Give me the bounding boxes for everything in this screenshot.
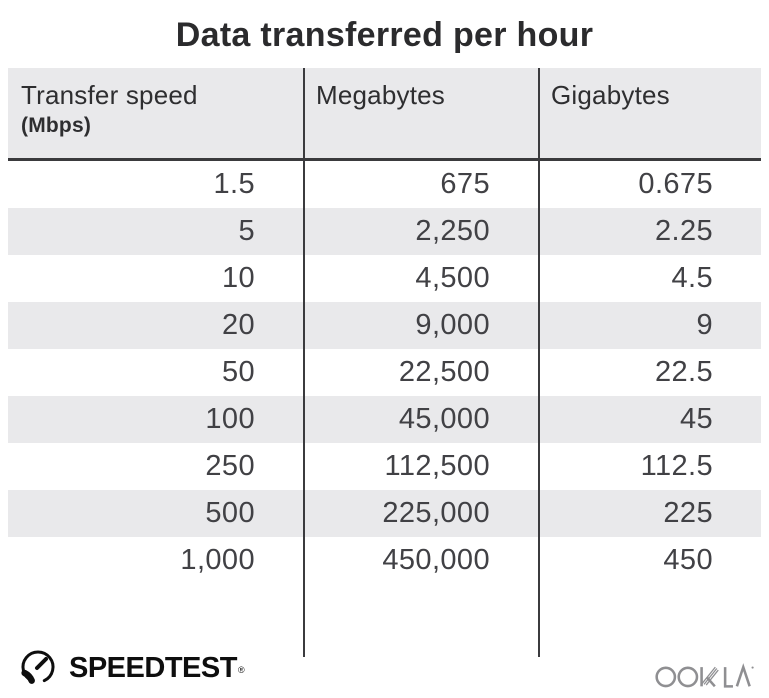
- cell-transfer-speed: 5: [238, 215, 255, 247]
- ookla-logo: [655, 656, 757, 695]
- cell-gigabytes: 45: [679, 403, 713, 435]
- cell-transfer-speed: 20: [221, 309, 255, 341]
- cell-megabytes: 45,000: [398, 403, 490, 435]
- column-header-megabytes: Megabytes: [303, 68, 538, 158]
- cell-transfer-speed: 100: [205, 403, 255, 435]
- column-divider-2: [538, 68, 540, 657]
- cell-transfer-speed: 250: [205, 450, 255, 482]
- table-body: 1.5 675 0.675 5 2,250 2.25 10 4,500 4.5 …: [8, 161, 761, 584]
- cell-megabytes: 450,000: [382, 544, 490, 576]
- table-row: 1,000 450,000 450: [8, 537, 761, 584]
- table-row: 10 4,500 4.5: [8, 255, 761, 302]
- cell-gigabytes: 450: [663, 544, 713, 576]
- cell-gigabytes: 2.25: [654, 215, 713, 247]
- cell-gigabytes: 0.675: [638, 168, 713, 200]
- cell-megabytes: 4,500: [415, 262, 490, 294]
- cell-megabytes: 675: [440, 168, 490, 200]
- column-header-label: Gigabytes: [551, 80, 670, 110]
- cell-transfer-speed: 1.5: [213, 168, 255, 200]
- speedtest-gauge-icon: [21, 650, 55, 684]
- cell-megabytes: 2,250: [415, 215, 490, 247]
- cell-megabytes: 112,500: [384, 450, 490, 482]
- cell-megabytes: 9,000: [415, 309, 490, 341]
- cell-megabytes: 22,500: [398, 356, 490, 388]
- cell-gigabytes: 4.5: [671, 262, 713, 294]
- table-row: 5 2,250 2.25: [8, 208, 761, 255]
- speedtest-wordmark: SPEEDTEST: [69, 651, 237, 684]
- cell-transfer-speed: 50: [221, 356, 255, 388]
- data-table: Transfer speed (Mbps) Megabytes Gigabyte…: [8, 68, 761, 657]
- table-row: 250 112,500 112.5: [8, 443, 761, 490]
- cell-transfer-speed: 1,000: [180, 544, 255, 576]
- column-header-unit: (Mbps): [21, 114, 92, 137]
- table-row: 500 225,000 225: [8, 490, 761, 537]
- cell-gigabytes: 9: [696, 309, 713, 341]
- cell-gigabytes: 225: [663, 497, 713, 529]
- column-divider-1: [303, 68, 305, 657]
- page-title: Data transferred per hour: [175, 16, 594, 54]
- column-header-label: Transfer speed: [21, 80, 198, 110]
- column-header-transfer-speed: Transfer speed (Mbps): [8, 68, 303, 158]
- cell-gigabytes: 112.5: [640, 450, 713, 482]
- table-row: 100 45,000 45: [8, 396, 761, 443]
- table-row: 20 9,000 9: [8, 302, 761, 349]
- table-row: 50 22,500 22.5: [8, 349, 761, 396]
- cell-gigabytes: 22.5: [654, 356, 713, 388]
- speedtest-logo: SPEEDTEST ®: [16, 646, 245, 690]
- cell-transfer-speed: 10: [221, 262, 255, 294]
- column-header-label: Megabytes: [316, 80, 445, 110]
- cell-transfer-speed: 500: [205, 497, 255, 529]
- ookla-wordmark-icon: [655, 663, 754, 688]
- table-row: 1.5 675 0.675: [8, 161, 761, 208]
- table-header-row: Transfer speed (Mbps) Megabytes Gigabyte…: [8, 68, 761, 161]
- registered-trademark-icon: ®: [237, 665, 245, 675]
- cell-megabytes: 225,000: [382, 497, 490, 529]
- column-header-gigabytes: Gigabytes: [538, 68, 761, 158]
